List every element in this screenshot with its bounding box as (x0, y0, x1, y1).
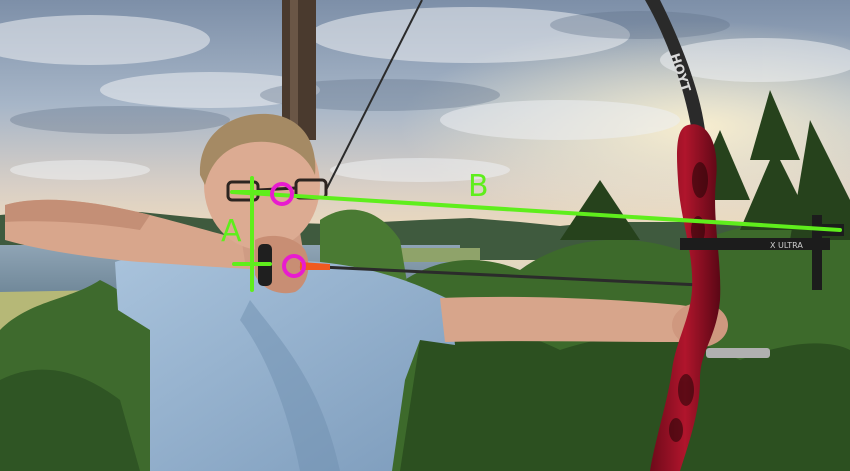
arrow-fletching (300, 262, 330, 270)
label-b: B (468, 169, 489, 204)
archer-head (204, 120, 320, 250)
bow-arm (440, 296, 715, 342)
bow-sight-bar (680, 238, 830, 250)
bow-sight-text: X ULTRA (770, 241, 803, 250)
bow-upper-limb (645, 0, 705, 132)
bow-string (325, 0, 423, 191)
archer-hair (199, 113, 316, 185)
right-trees (560, 90, 850, 240)
annotation-lines (230, 176, 842, 292)
bow-riser (650, 124, 721, 471)
foreground-foliage (0, 209, 850, 471)
bow-stabilizer (706, 348, 770, 358)
arrow-shaft (299, 264, 701, 287)
line-b (230, 190, 842, 232)
clouds (0, 7, 850, 182)
eye-marker (270, 182, 294, 206)
label-a: A (221, 214, 242, 249)
tree-trunk (282, 0, 316, 140)
anchor-marker (282, 254, 306, 278)
